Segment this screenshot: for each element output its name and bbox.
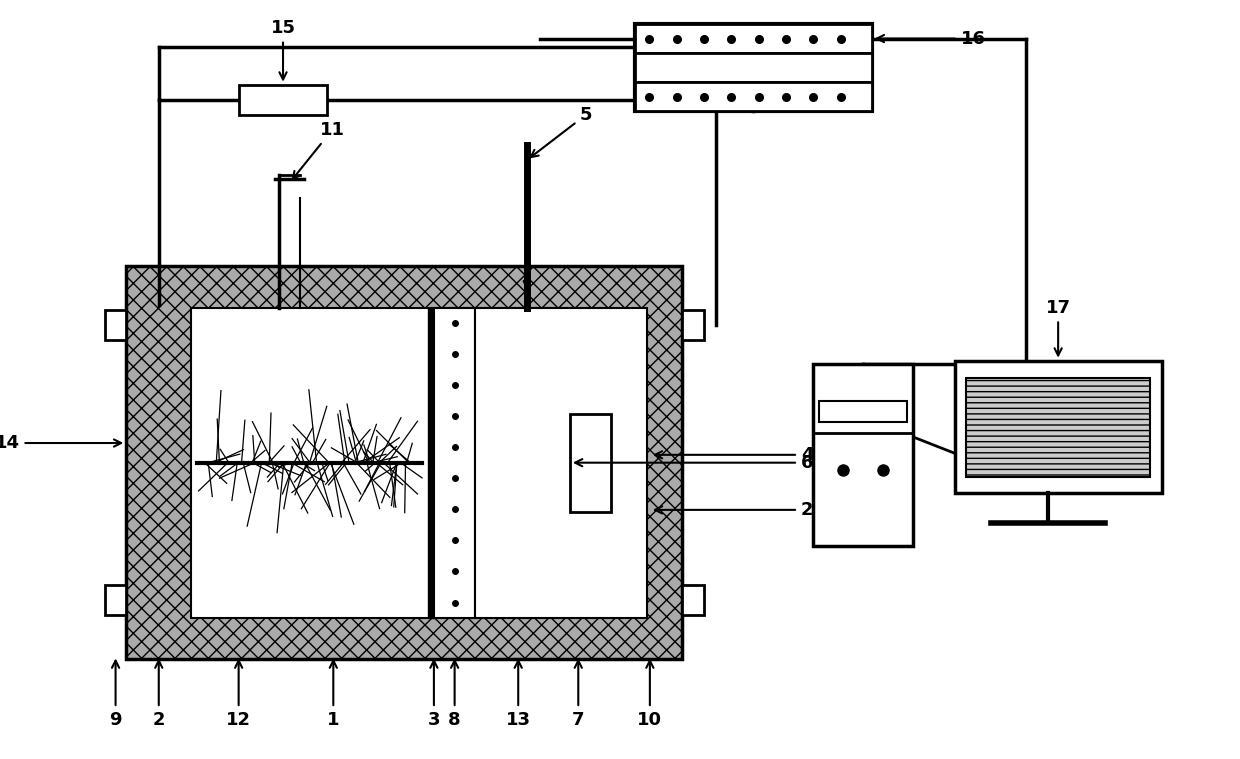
Text: 4: 4 <box>655 446 813 464</box>
Text: 6: 6 <box>575 454 813 471</box>
Text: 3: 3 <box>428 660 440 729</box>
Text: 17: 17 <box>1045 298 1070 355</box>
Bar <box>812 364 913 546</box>
Bar <box>682 585 704 616</box>
Text: 10: 10 <box>637 660 662 729</box>
Text: 1: 1 <box>327 660 340 729</box>
Text: 13: 13 <box>506 660 531 729</box>
Text: 9: 9 <box>109 660 122 729</box>
Text: 2: 2 <box>153 660 165 729</box>
Bar <box>105 585 126 616</box>
Text: 5: 5 <box>531 106 593 157</box>
Bar <box>635 82 872 111</box>
Text: 11: 11 <box>293 121 345 179</box>
Text: 8: 8 <box>449 660 461 729</box>
Bar <box>126 266 682 660</box>
Bar <box>635 24 872 53</box>
Bar <box>966 378 1149 477</box>
Bar <box>428 307 434 618</box>
Bar <box>191 307 618 618</box>
Bar <box>635 24 872 111</box>
Bar <box>105 310 126 340</box>
Bar <box>818 401 908 423</box>
Bar <box>955 361 1162 493</box>
Bar <box>238 84 327 115</box>
Text: 16: 16 <box>877 30 986 48</box>
Text: 2: 2 <box>655 501 813 519</box>
Text: 14: 14 <box>0 434 122 452</box>
Bar <box>475 307 647 618</box>
Bar <box>682 310 704 340</box>
Bar <box>635 53 872 82</box>
Bar <box>570 414 611 512</box>
Bar <box>434 307 475 618</box>
Text: 7: 7 <box>572 660 584 729</box>
Text: 15: 15 <box>270 19 295 80</box>
Text: 12: 12 <box>226 660 252 729</box>
